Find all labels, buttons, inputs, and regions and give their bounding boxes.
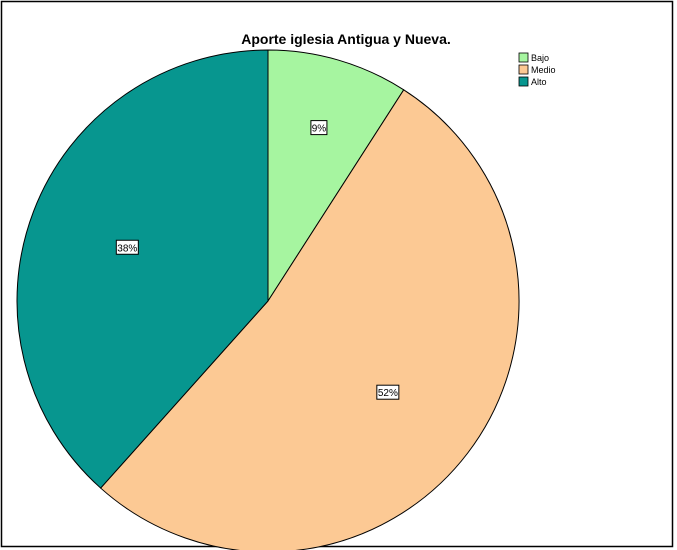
legend-swatch xyxy=(518,76,529,87)
data-label-bajo: 9% xyxy=(310,120,328,136)
legend-label: Bajo xyxy=(531,53,549,63)
data-label-text: 38% xyxy=(117,243,137,254)
data-label-text: 52% xyxy=(378,388,398,399)
pie-slices xyxy=(16,49,520,550)
data-label-box xyxy=(376,384,400,400)
data-label-alto: 38% xyxy=(115,239,139,255)
legend-item-bajo: Bajo xyxy=(518,52,549,63)
legend-item-medio: Medio xyxy=(518,64,556,75)
data-label-box xyxy=(115,239,139,255)
legend-item-alto: Alto xyxy=(518,76,547,87)
data-label-medio: 52% xyxy=(376,384,400,400)
legend: Bajo Medio Alto xyxy=(518,52,556,87)
pie-data-labels: 9% 52% 38% xyxy=(115,120,400,400)
pie-slice-medio xyxy=(99,89,520,550)
legend-swatch xyxy=(518,52,529,63)
data-label-box xyxy=(310,120,328,136)
chart-title: Aporte iglesia Antigua y Nueva. xyxy=(241,31,451,47)
pie-slice-bajo xyxy=(267,49,405,303)
legend-swatch xyxy=(518,64,529,75)
data-label-text: 9% xyxy=(312,124,327,135)
legend-label: Medio xyxy=(531,65,556,75)
legend-label: Alto xyxy=(531,77,547,87)
pie-slice-alto xyxy=(16,49,269,489)
